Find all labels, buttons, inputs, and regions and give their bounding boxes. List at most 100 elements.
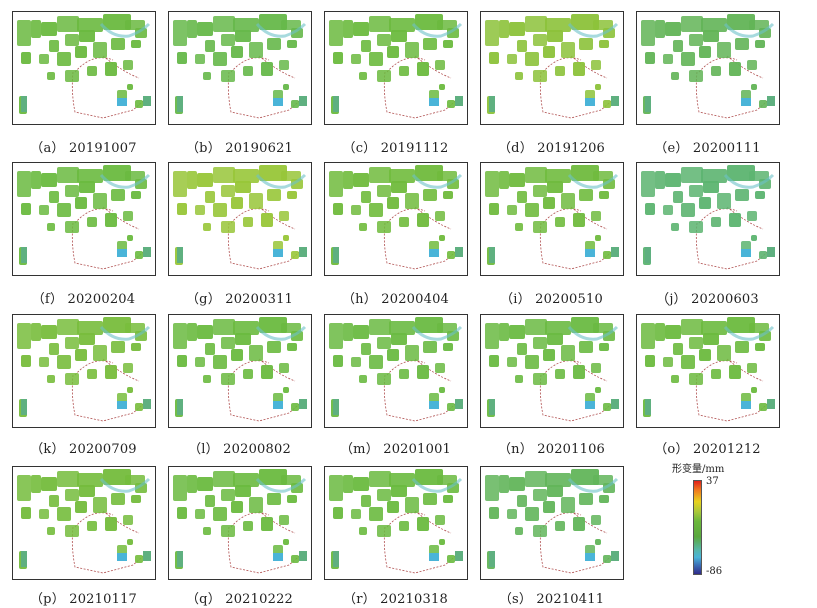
- deformation-patch: [127, 84, 133, 90]
- deformation-patch: [727, 317, 755, 333]
- panel-caption: （q） 20210222: [185, 592, 294, 607]
- deformation-patch: [485, 323, 499, 349]
- deformation-patch: [195, 54, 205, 64]
- deformation-patch: [533, 70, 547, 82]
- deformation-patch: [663, 205, 673, 215]
- deformation-patch: [417, 62, 429, 76]
- deformation-patch: [525, 203, 539, 217]
- deformation-patch: [369, 52, 383, 66]
- deformation-patch: [351, 205, 361, 215]
- deformation-patch: [377, 337, 391, 349]
- deformation-patch: [359, 223, 367, 231]
- deformation-patch: [423, 38, 437, 50]
- deformation-patch: [423, 493, 437, 505]
- deformation-patch: [689, 34, 703, 46]
- deformation-patch: [435, 211, 445, 221]
- deformation-patch: [591, 515, 601, 525]
- deformation-patch: [47, 72, 55, 80]
- map-panel: [168, 314, 312, 428]
- deformation-patch: [417, 517, 429, 531]
- deformation-patch: [561, 193, 575, 209]
- boundary-line: [227, 510, 304, 574]
- deformation-patch: [555, 66, 565, 76]
- deformation-patch: [333, 203, 343, 215]
- deformation-patch: [399, 66, 409, 76]
- deformation-patch: [79, 30, 95, 42]
- river-overlay: [723, 22, 775, 38]
- deformation-patch: [701, 169, 727, 183]
- deformation-patch: [111, 38, 125, 50]
- deformation-patch: [177, 507, 187, 519]
- deformation-patch: [399, 217, 409, 227]
- deformation-patch: [517, 191, 527, 203]
- deformation-patch: [547, 333, 563, 345]
- deformation-patch: [509, 325, 525, 339]
- subsidence-patch: [333, 551, 339, 567]
- deformation-patch: [515, 527, 523, 535]
- panel-caption: （c） 20191112: [342, 141, 449, 156]
- deformation-patch: [641, 171, 655, 197]
- legend-max-label: 37: [706, 476, 719, 487]
- deformation-patch: [573, 213, 585, 227]
- deformation-patch: [343, 171, 353, 189]
- deformation-patch: [665, 173, 681, 187]
- deformation-patch: [249, 42, 263, 58]
- deformation-patch: [533, 221, 547, 233]
- map-panel: [12, 466, 156, 580]
- deformation-map: [641, 317, 775, 422]
- deformation-map: [641, 165, 775, 270]
- deformation-patch: [593, 475, 613, 485]
- deformation-patch: [267, 38, 281, 50]
- subsidence-patch: [273, 401, 283, 409]
- subsidence-patch: [455, 96, 463, 106]
- deformation-patch: [213, 203, 227, 217]
- deformation-patch: [387, 501, 399, 513]
- deformation-patch: [603, 100, 611, 108]
- deformation-patch: [555, 369, 565, 379]
- deformation-patch: [131, 495, 141, 503]
- deformation-patch: [525, 507, 539, 521]
- deformation-patch: [353, 325, 369, 339]
- legend-title: 形变量/mm: [672, 464, 725, 475]
- panel-caption: （a） 20191007: [30, 141, 137, 156]
- deformation-patch: [571, 14, 599, 30]
- map-panel: [480, 162, 624, 276]
- river-overlay: [411, 173, 463, 189]
- deformation-patch: [543, 46, 555, 58]
- deformation-patch: [645, 203, 655, 215]
- deformation-patch: [681, 167, 703, 183]
- deformation-patch: [105, 517, 117, 531]
- deformation-patch: [221, 525, 235, 537]
- deformation-patch: [509, 22, 525, 36]
- deformation-patch: [593, 323, 613, 333]
- river-overlay: [255, 22, 307, 38]
- deformation-patch: [499, 323, 509, 341]
- deformation-patch: [517, 40, 527, 52]
- deformation-patch: [377, 373, 391, 385]
- deformation-patch: [343, 20, 353, 38]
- legend-min-label: -86: [706, 566, 723, 577]
- deformation-patch: [591, 363, 601, 373]
- deformation-patch: [517, 495, 527, 507]
- deformation-patch: [595, 387, 601, 393]
- deformation-patch: [447, 251, 455, 259]
- boundary-line: [383, 55, 460, 119]
- deformation-patch: [203, 527, 211, 535]
- deformation-patch: [329, 20, 343, 46]
- deformation-patch: [291, 555, 299, 563]
- deformation-patch: [573, 62, 585, 76]
- panel-caption: （g） 20200311: [185, 292, 294, 307]
- deformation-patch: [369, 203, 383, 217]
- deformation-patch: [571, 165, 599, 181]
- deformation-patch: [663, 54, 673, 64]
- deformation-patch: [261, 213, 273, 227]
- deformation-patch: [177, 355, 187, 367]
- deformation-patch: [361, 343, 371, 355]
- deformation-patch: [377, 525, 391, 537]
- deformation-patch: [703, 333, 719, 345]
- deformation-patch: [333, 355, 343, 367]
- deformation-patch: [329, 323, 343, 349]
- boundary-line: [383, 206, 460, 270]
- deformation-patch: [41, 477, 57, 491]
- deformation-patch: [579, 38, 593, 50]
